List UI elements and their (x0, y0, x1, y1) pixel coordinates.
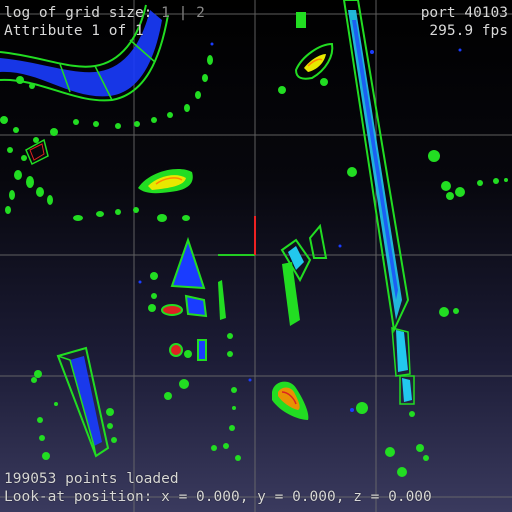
cluster-top-left (0, 4, 169, 102)
grid-size-label: log of grid size: (4, 5, 153, 21)
attribute-label: Attribute 1 of 1 (4, 23, 144, 39)
look-at-axes (218, 216, 256, 256)
blue-scatter (138, 42, 462, 412)
port-label: port 40103 (420, 5, 508, 21)
grid-size-separator: | (178, 5, 188, 21)
object-cyan-center (280, 223, 328, 326)
box-left (25, 138, 49, 166)
hud-top-right: port 40103 295.9 fps (421, 4, 508, 40)
pole-cyan (342, 0, 415, 405)
post-bottom-left (31, 346, 117, 460)
look-at-label: Look-at position: x = 0.000, y = 0.000, … (4, 489, 432, 505)
fps-label: 295.9 fps (429, 23, 508, 39)
grid-size-value-1: 1 (161, 5, 170, 21)
dot-arc (0, 55, 213, 222)
object-blue-triangle (148, 236, 233, 357)
right-dots (356, 150, 508, 477)
object-orange-cone (272, 381, 309, 420)
points-loaded-label: 199053 points loaded (4, 471, 179, 487)
object-center-small (164, 339, 241, 461)
object-top-center (278, 12, 357, 177)
hud-top-left: log of grid size: 1 | 2 Attribute 1 of 1 (4, 4, 205, 40)
grid-size-value-2: 2 (196, 5, 205, 21)
object-yellow-left (138, 168, 193, 194)
hud-bottom-left: 199053 points loaded Look-at position: x… (4, 470, 432, 506)
